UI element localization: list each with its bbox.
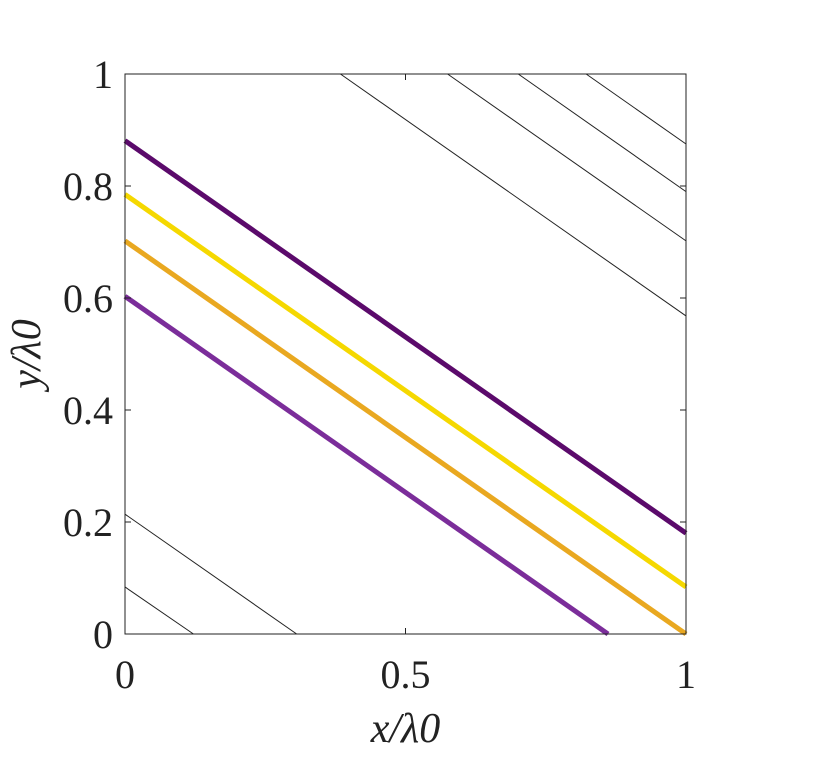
y-axis-label-text: y/λ0 <box>4 319 50 393</box>
tick-label-layer: 0 0.5 1 0 0.2 0.4 0.6 0.8 1 <box>63 52 696 697</box>
thin-line-5 <box>517 73 687 193</box>
thin-line-layer <box>124 73 687 635</box>
thin-line-4 <box>447 73 687 242</box>
series-line-3 <box>123 238 688 637</box>
y-axis-label: y/λ0 <box>4 319 50 393</box>
y-tick-label-3: 0.4 <box>63 388 113 433</box>
x-tick-label-1: 0 <box>115 652 135 697</box>
series-line-1 <box>123 138 688 536</box>
x-tick-label-2: 0.5 <box>381 652 431 697</box>
thin-line-2 <box>124 513 297 635</box>
series-line-4 <box>123 294 610 637</box>
x-axis-label-text: x/λ0 <box>370 706 441 752</box>
thin-line-1 <box>124 586 194 635</box>
y-tick-label-5: 0.8 <box>63 164 113 209</box>
x-axis-label: x/λ0 <box>370 706 441 752</box>
y-tick-label-2: 0.2 <box>63 500 113 545</box>
y-tick-label-6: 1 <box>93 52 113 97</box>
series-line-2 <box>123 192 688 590</box>
x-tick-label-3: 1 <box>676 652 696 697</box>
thin-line-3 <box>340 73 687 317</box>
tick-layer <box>124 73 687 635</box>
y-tick-label-1: 0 <box>93 612 113 657</box>
y-tick-label-4: 0.6 <box>63 276 113 321</box>
series-layer <box>123 138 688 637</box>
thin-line-6 <box>585 73 687 145</box>
